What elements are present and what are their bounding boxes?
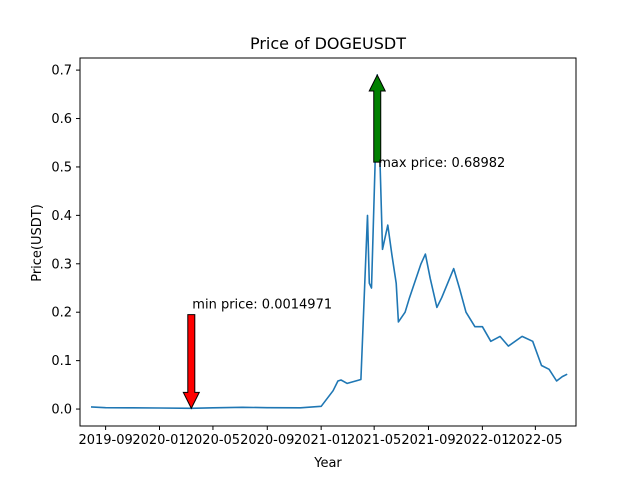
max-price-annotation: max price: 0.68982 — [378, 156, 505, 171]
x-tick-label: 2022-05 — [508, 433, 562, 448]
y-tick-label: 0.3 — [51, 257, 72, 272]
x-tick-label: 2020-09 — [240, 433, 294, 448]
x-tick-label: 2021-09 — [401, 433, 455, 448]
x-tick-label: 2022-01 — [455, 433, 509, 448]
min-price-annotation: min price: 0.0014971 — [192, 298, 332, 313]
price-series-line — [90, 74, 568, 410]
y-tick-label: 0.2 — [51, 306, 72, 321]
x-tick-label: 2020-01 — [132, 433, 186, 448]
y-tick-label: 0.1 — [51, 354, 72, 369]
y-axis-label: Price(USDT) — [30, 204, 45, 282]
y-tick-label: 0.7 — [51, 64, 72, 79]
x-tick-label: 2020-05 — [186, 433, 240, 448]
chart-title: Price of DOGEUSDT — [250, 34, 406, 53]
y-tick-label: 0.0 — [51, 403, 72, 418]
x-tick-label: 2019-09 — [78, 433, 132, 448]
x-tick-label: 2021-01 — [294, 433, 348, 448]
max-price-arrow — [368, 73, 387, 163]
y-tick-label: 0.6 — [51, 112, 72, 127]
y-tick-label: 0.5 — [51, 160, 72, 175]
axes-frame — [79, 57, 577, 427]
x-axis-label: Year — [313, 456, 342, 471]
x-tick-label: 2021-05 — [347, 433, 401, 448]
y-tick-label: 0.4 — [51, 209, 72, 224]
plot-area: max price: 0.68982 min price: 0.0014971 — [90, 73, 568, 410]
min-price-arrow — [182, 314, 201, 410]
